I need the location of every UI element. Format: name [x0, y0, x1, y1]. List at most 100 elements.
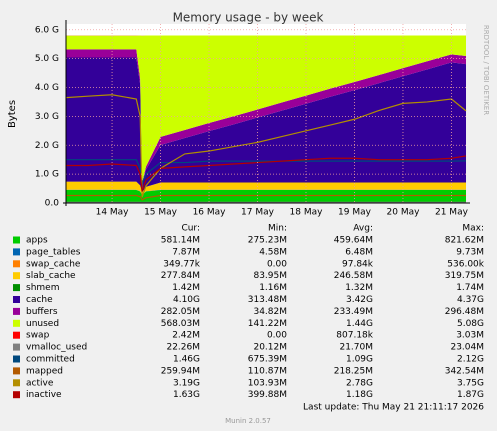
legend-label: vmalloc_used [26, 343, 87, 353]
y-tick-label: 5.0 G [35, 54, 59, 64]
legend-swatch [13, 319, 20, 327]
legend-stat: 1.63G [173, 390, 200, 400]
legend-stat: 246.58M [334, 271, 373, 281]
chart-title: Memory usage - by week [173, 11, 324, 25]
legend-swatch [13, 236, 20, 244]
legend-stat: 342.54M [445, 366, 484, 376]
y-tick-label: 3.0 G [35, 112, 59, 122]
legend-label: inactive [26, 390, 62, 400]
legend-swatch [13, 379, 20, 387]
legend-stat: 349.77k [163, 259, 200, 269]
legend-stat: 568.03M [161, 319, 200, 329]
legend-stat: 20.12M [253, 343, 287, 353]
legend-stat: 0.00 [267, 259, 287, 269]
legend-header: Avg: [353, 224, 373, 234]
legend-swatch [13, 307, 20, 315]
legend-swatch [13, 331, 20, 339]
legend-stat: 1.87G [457, 390, 484, 400]
plot-data [65, 35, 467, 204]
legend-stat: 259.94M [161, 366, 200, 376]
legend-stat: 34.82M [253, 307, 287, 317]
legend-swatch [13, 272, 20, 280]
legend-stat: 6.48M [345, 247, 373, 257]
legend-label: mapped [26, 366, 63, 376]
area [66, 190, 466, 203]
legend-stat: 4.10G [173, 295, 200, 305]
legend-stat: 103.93M [248, 378, 287, 388]
legend-swatch [13, 248, 20, 256]
legend-stat: 3.03M [456, 331, 484, 341]
area [66, 181, 466, 195]
x-tick-label: 14 May [96, 208, 130, 218]
legend-header: Min: [268, 224, 287, 234]
legend-stat: 141.22M [248, 319, 287, 329]
side-label: RRDTOOL / TOBI OETIKER [482, 25, 490, 115]
y-tick-label: 4.0 G [35, 83, 59, 93]
legend-label: committed [26, 355, 75, 365]
line [65, 94, 467, 198]
legend-stat: 218.25M [334, 366, 373, 376]
legend-swatch [13, 343, 20, 351]
y-tick-label: 1.0 G [35, 170, 59, 180]
legend-stat: 675.39M [248, 355, 287, 365]
legend-label: unused [26, 319, 59, 329]
line [66, 159, 467, 186]
legend-header: Max: [462, 224, 484, 234]
legend-label: buffers [26, 307, 58, 317]
legend-stat: 23.04M [450, 343, 484, 353]
legend-label: swap [26, 331, 50, 341]
legend-label: page_tables [26, 247, 81, 257]
legend-stat: 2.42M [172, 331, 200, 341]
legend-stat: 110.87M [248, 366, 287, 376]
legend-stat: 2.12G [457, 355, 484, 365]
legend-stat: 1.09G [346, 355, 373, 365]
x-tick-label: 19 May [338, 208, 372, 218]
legend-stat: 282.05M [161, 307, 200, 317]
y-tick-label: 0.0 [45, 199, 60, 209]
legend-header: Cur: [181, 224, 200, 234]
y-axis-label: Bytes [7, 100, 18, 128]
x-tick-label: 16 May [193, 208, 227, 218]
footer: Last update: Thu May 21 21:11:17 2026 [303, 403, 484, 413]
legend-stat: 0.00 [267, 331, 287, 341]
legend-stat: 22.26M [166, 343, 200, 353]
legend-swatch [13, 391, 20, 399]
y-tick-label: 6.0 G [35, 25, 59, 35]
legend-stat: 4.58M [259, 247, 287, 257]
legend-swatch [13, 260, 20, 268]
area [66, 49, 466, 184]
legend-stat: 313.48M [248, 295, 287, 305]
legend-label: apps [26, 236, 48, 246]
legend-stat: 83.95M [253, 271, 287, 281]
area [66, 35, 466, 183]
legend-stat: 296.48M [445, 307, 484, 317]
legend-stat: 3.19G [173, 378, 200, 388]
x-tick-label: 15 May [144, 208, 178, 218]
legend-swatch [13, 296, 20, 303]
legend-stat: 1.16M [259, 283, 287, 293]
legend-stat: 399.88M [248, 390, 287, 400]
line [66, 194, 466, 201]
legend-label: cache [26, 295, 53, 305]
legend-swatch [13, 284, 20, 292]
y-tick-label: 2.0 G [35, 141, 59, 151]
line [66, 155, 467, 192]
legend-stat: 1.44G [346, 319, 373, 329]
legend-stat: 4.37G [457, 295, 484, 305]
legend-stat: 21.70M [339, 343, 373, 353]
legend-stat: 1.74M [456, 283, 484, 293]
legend-label: swap_cache [26, 259, 81, 269]
legend-stat: 821.62M [445, 236, 484, 246]
legend-stat: 97.84k [342, 259, 374, 269]
x-tick-label: 17 May [241, 208, 275, 218]
legend-stat: 275.23M [248, 236, 287, 246]
legend-stat: 1.32M [345, 283, 373, 293]
x-tick-label: 21 May [435, 208, 469, 218]
legend-stat: 3.42G [346, 295, 373, 305]
legend-stat: 1.18G [346, 390, 373, 400]
legend-stat: 233.49M [334, 307, 373, 317]
legend-stat: 9.73M [456, 247, 484, 257]
legend-stat: 5.08G [457, 319, 484, 329]
axes: 0.0 1.0 G 2.0 G 3.0 G 4.0 G 5.0 G 6.0 G 14 May 1… [35, 20, 470, 218]
